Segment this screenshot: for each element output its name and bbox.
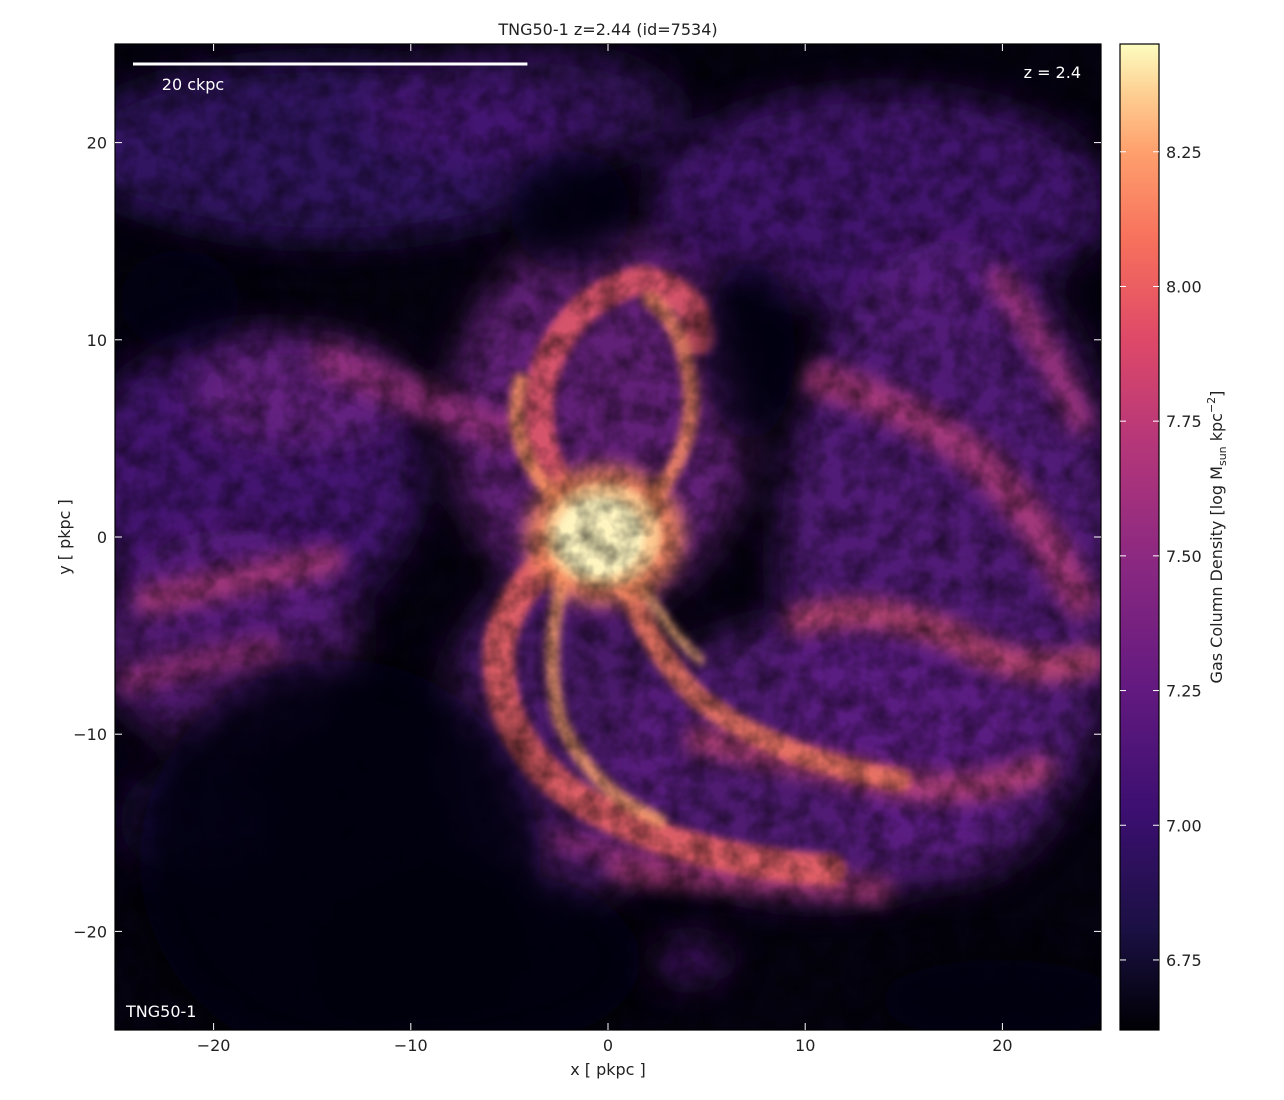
colorbar-tick-label: 7.50 <box>1166 547 1202 566</box>
y-tick-label: −10 <box>73 725 107 744</box>
colorbar-tick-label: 7.25 <box>1166 682 1202 701</box>
colorbar-label-mid: kpc <box>1207 413 1226 446</box>
x-tick-label: 20 <box>992 1036 1012 1055</box>
x-axis-label: x [ pkpc ] <box>570 1060 646 1079</box>
colorbar-label-end: ] <box>1207 391 1226 397</box>
colorbar-tick-label: 7.00 <box>1166 816 1202 835</box>
colorbar-tick-label: 8.00 <box>1166 277 1202 296</box>
x-axis-ticks: −20 −10 0 10 20 <box>197 44 1013 1055</box>
x-tick-label: 0 <box>603 1036 613 1055</box>
simulation-label: TNG50-1 <box>125 1002 196 1021</box>
colorbar-label: Gas Column Density [log Msun kpc−2] <box>1205 391 1229 684</box>
y-tick-label: 0 <box>97 528 107 547</box>
voids <box>120 150 1101 1030</box>
colorbar-label-sub: sun <box>1216 446 1229 466</box>
x-tick-label: −20 <box>197 1036 231 1055</box>
colorbar-frame <box>1119 43 1160 1031</box>
colorbar-tick-label: 7.75 <box>1166 412 1202 431</box>
y-axis-ticks: −20 −10 0 10 20 <box>73 134 1101 941</box>
chart-title: TNG50-1 z=2.44 (id=7534) <box>497 20 717 39</box>
colorbar-label-main: Gas Column Density [log M <box>1207 466 1226 683</box>
x-tick-label: −10 <box>394 1036 428 1055</box>
colorbar <box>1120 44 1159 1030</box>
scale-bar-label: 20 ckpc <box>162 75 224 94</box>
density-map <box>115 44 1101 1030</box>
x-tick-label: 10 <box>795 1036 815 1055</box>
colorbar-ticks: 6.75 7.00 7.25 7.50 7.75 8.00 8.25 <box>1120 143 1202 970</box>
y-tick-label: 20 <box>87 134 107 153</box>
colorbar-label-sup: −2 <box>1205 397 1218 413</box>
y-tick-label: −20 <box>73 922 107 941</box>
colorbar-tick-label: 8.25 <box>1166 143 1202 162</box>
colorbar-tick-label: 6.75 <box>1166 951 1202 970</box>
redshift-label: z = 2.4 <box>1024 63 1081 82</box>
y-tick-label: 10 <box>87 331 107 350</box>
y-axis-label: y [ pkpc ] <box>55 499 74 575</box>
